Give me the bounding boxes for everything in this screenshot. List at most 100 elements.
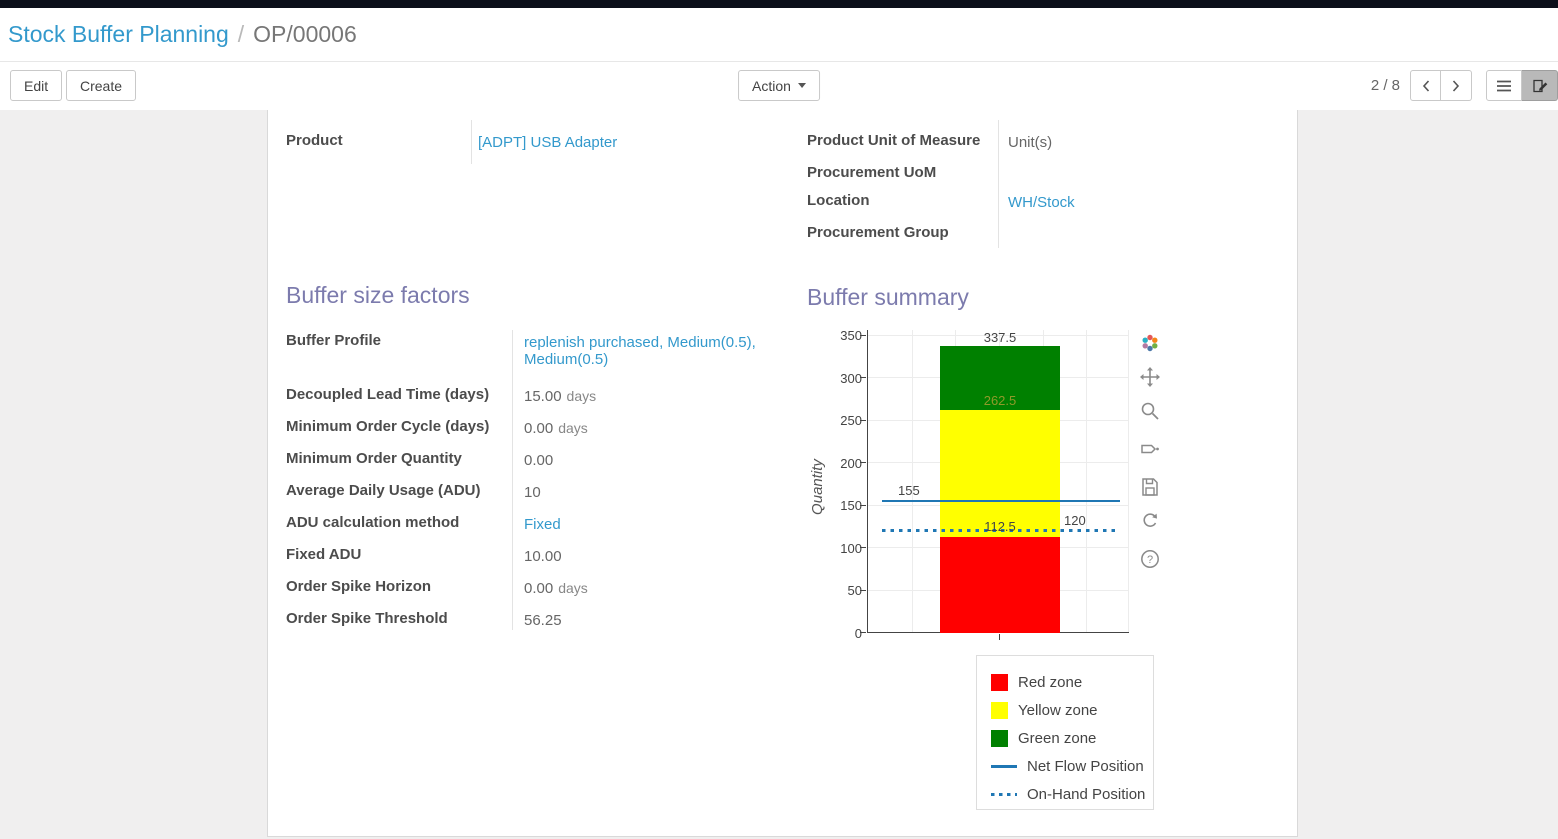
y-tick-label: 100 [840,541,862,556]
axis-tick [860,505,866,506]
buffer-profile-link[interactable]: replenish purchased, Medium(0.5), Medium… [524,334,756,368]
field-label: Minimum Order Cycle (days) [286,418,490,435]
field-label: Product Unit of Measure [807,132,981,149]
legend-item-yellow-zone[interactable]: Yellow zone [991,696,1153,724]
field-label: ADU calculation method [286,514,460,531]
chevron-down-icon [797,83,806,88]
annotation-net-flow: 155 [898,483,920,498]
column-separator [471,120,472,164]
yellow-swatch-icon [991,701,1008,719]
breadcrumb-current: OP/00006 [253,21,357,47]
line-swatch-icon [991,764,1017,768]
dotted-line-swatch-icon [991,792,1017,796]
field-label: Order Spike Threshold [286,610,448,627]
y-tick-label: 50 [847,583,862,598]
legend-item-green-zone[interactable]: Green zone [991,724,1153,752]
pager-nav-group [1410,70,1472,101]
annotation-top-of-yellow: 262.5 [983,393,1017,408]
location-link[interactable]: WH/Stock [1008,194,1075,211]
gridline [912,330,913,632]
gridline [1086,330,1087,632]
field-value: 0.00 [524,420,554,437]
field-label: Procurement UoM [807,164,937,181]
field-label: Product [286,132,343,149]
axis-tick [860,462,866,463]
plot-area[interactable]: 337.5 262.5 155 112.5 120 [860,330,1129,640]
chevron-left-icon [1422,79,1429,92]
breadcrumb-separator: / [237,21,245,47]
chart-legend: Red zone Yellow zone Green zone Net Flow… [976,655,1154,810]
order-spike-threshold-value: 56.25 [524,612,562,629]
create-button[interactable]: Create [66,70,137,101]
gridline [1128,330,1129,632]
red-zone-bar[interactable] [940,537,1060,633]
edit-button[interactable]: Edit [10,70,63,101]
legend-label: Green zone [1018,729,1097,747]
plotly-logo-icon[interactable] [1139,332,1161,354]
help-icon[interactable]: ? [1139,548,1161,570]
next-record-button[interactable] [1441,70,1472,101]
red-swatch-icon [991,673,1008,691]
field-label: Order Spike Horizon [286,578,432,595]
axis-tick [860,335,866,336]
adu-value: 10 [524,484,541,501]
axis-tick [860,420,866,421]
field-label: Procurement Group [807,224,949,241]
buffer-size-factors-heading: Buffer size factors [286,282,470,308]
top-nav-strip [0,0,1558,8]
view-switcher-group [1486,70,1558,101]
axis-tick [999,634,1000,640]
column-separator [998,120,999,248]
hover-mode-icon[interactable] [1139,438,1161,460]
yellow-zone-bar[interactable] [940,410,1060,537]
adu-method-value: Fixed [524,516,561,533]
reset-axes-icon[interactable] [1139,510,1161,532]
field-suffix: days [566,388,597,404]
save-chart-icon[interactable] [1139,476,1161,498]
legend-item-on-hand[interactable]: On-Hand Position [991,780,1153,808]
location-value: WH/Stock [1008,194,1075,211]
field-value: 0.00 [524,580,554,597]
legend-label: On-Hand Position [1027,785,1146,803]
form-edit-icon [1532,79,1547,92]
previous-record-button[interactable] [1410,70,1441,101]
adu-method-link[interactable]: Fixed [524,516,561,533]
green-zone-bar[interactable] [940,346,1060,410]
legend-label: Net Flow Position [1027,757,1144,775]
order-spike-horizon-value: 0.00 days [524,580,588,597]
axis-tick [860,377,866,378]
y-tick-label: 0 [854,626,862,641]
gridline [868,335,1129,336]
axis-tick [860,632,866,633]
on-hand-position-line[interactable] [882,529,1120,532]
svg-text:?: ? [1147,554,1153,566]
zoom-icon[interactable] [1139,400,1161,422]
axis-tick [860,590,866,591]
form-view-button[interactable] [1522,70,1558,101]
field-label: Fixed ADU [286,546,362,563]
field-label: Decoupled Lead Time (days) [286,386,490,403]
min-order-cycle-value: 0.00 days [524,420,588,437]
annotation-on-hand: 120 [1064,513,1086,528]
product-link[interactable]: [ADPT] USB Adapter [478,134,618,151]
legend-label: Red zone [1018,673,1083,691]
y-tick-label: 350 [840,328,862,343]
annotation-top-of-red: 112.5 [984,519,1016,534]
column-separator [512,330,513,630]
pan-icon[interactable] [1139,366,1161,388]
breadcrumb-parent-link[interactable]: Stock Buffer Planning [8,21,229,47]
list-view-button[interactable] [1486,70,1522,101]
axis-tick [860,547,866,548]
buffer-profile-value: replenish purchased, Medium(0.5), Medium… [524,334,776,368]
legend-item-red-zone[interactable]: Red zone [991,668,1153,696]
y-tick-label: 150 [840,498,862,513]
breadcrumb: Stock Buffer Planning / OP/00006 [0,8,1558,62]
product-value: [ADPT] USB Adapter [478,134,617,151]
action-dropdown-button[interactable]: Action [738,70,820,101]
uom-value: Unit(s) [1008,134,1053,151]
field-label: Average Daily Usage (ADU) [286,482,481,499]
net-flow-position-line[interactable] [882,500,1120,502]
annotation-top-of-green: 337.5 [983,330,1017,345]
min-order-qty-value: 0.00 [524,452,554,469]
legend-item-net-flow[interactable]: Net Flow Position [991,752,1153,780]
